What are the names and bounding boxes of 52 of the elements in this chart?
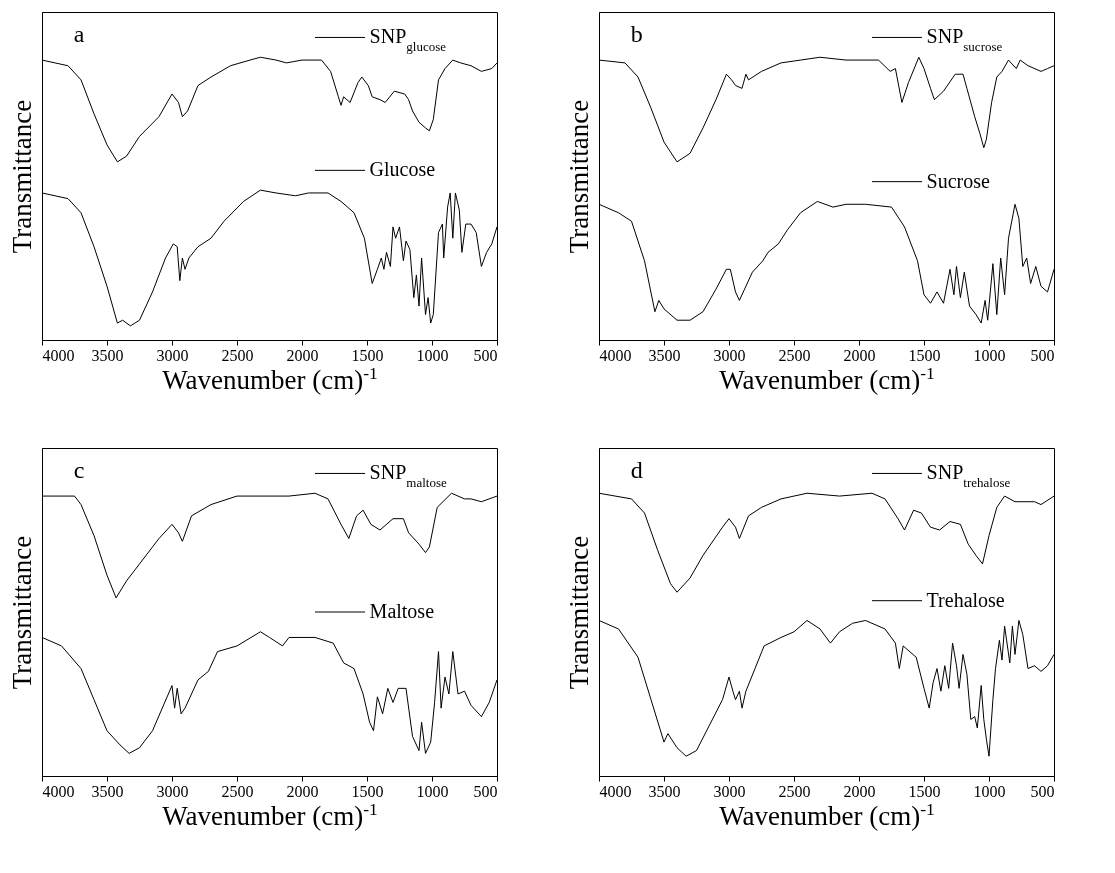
x-tick-label: 4000: [599, 782, 632, 800]
x-tick-label: 1000: [416, 346, 449, 364]
x-tick-label: 3000: [156, 782, 189, 800]
text: c: [73, 456, 85, 483]
x-tick-label: 4000: [42, 346, 75, 364]
legend-label: SNP$_{sucrose}$: [926, 25, 1003, 54]
x-tick-label: 1500: [351, 782, 384, 800]
x-tick-label: 4000: [599, 346, 632, 364]
legend-label: Glucose: [369, 158, 436, 181]
x-tick-label: 3500: [648, 782, 681, 800]
x-tick-label: 2500: [221, 346, 254, 364]
text: b: [630, 20, 643, 47]
x-axis-title: Wavenumber (cm)$^{-1}$: [719, 798, 935, 831]
x-tick-label: 1500: [908, 782, 941, 800]
x-tick-label: 2000: [843, 346, 876, 364]
legend-label: Sucrose: [926, 169, 991, 192]
y-axis-title: Transmittance: [6, 535, 37, 690]
x-tick-label: 3500: [91, 346, 124, 364]
x-tick-label: 3000: [713, 782, 746, 800]
y-axis-title: Transmittance: [6, 99, 37, 254]
x-axis-title: Wavenumber (cm)$^{-1}$: [162, 798, 378, 831]
x-tick-label: 1000: [973, 346, 1006, 364]
x-tick-label: 3000: [713, 346, 746, 364]
legend-label: Trehalose: [926, 588, 1005, 611]
y-axis-title: Transmittance: [563, 99, 594, 254]
legend-label: SNP$_{trehalose}$: [926, 461, 1011, 490]
x-tick-label: 1500: [908, 346, 941, 364]
x-tick-label: 1000: [973, 782, 1006, 800]
x-tick-label: 2000: [286, 346, 319, 364]
x-tick-label: 3000: [156, 346, 189, 364]
x-tick-label: 500: [1030, 782, 1055, 800]
x-tick-label: 1000: [416, 782, 449, 800]
legend-label: SNP$_{glucose}$: [369, 25, 447, 54]
x-tick-label: 500: [1030, 346, 1055, 364]
text: a: [73, 20, 85, 47]
legend-label: SNP$_{maltose}$: [369, 461, 447, 490]
x-tick-label: 1500: [351, 346, 384, 364]
y-axis-title: Transmittance: [563, 535, 594, 690]
x-tick-label: 3500: [648, 346, 681, 364]
x-tick-label: 2500: [221, 782, 254, 800]
x-axis-title: Wavenumber (cm)$^{-1}$: [719, 362, 935, 395]
x-tick-label: 2500: [778, 346, 811, 364]
x-axis-title: Wavenumber (cm)$^{-1}$: [162, 362, 378, 395]
x-tick-label: 500: [473, 782, 498, 800]
text: d: [630, 456, 643, 483]
x-tick-label: 3500: [91, 782, 124, 800]
x-tick-label: 500: [473, 346, 498, 364]
x-tick-label: 4000: [42, 782, 75, 800]
x-tick-label: 2500: [778, 782, 811, 800]
legend-label: Maltose: [369, 600, 435, 622]
x-tick-label: 2000: [843, 782, 876, 800]
x-tick-label: 2000: [286, 782, 319, 800]
